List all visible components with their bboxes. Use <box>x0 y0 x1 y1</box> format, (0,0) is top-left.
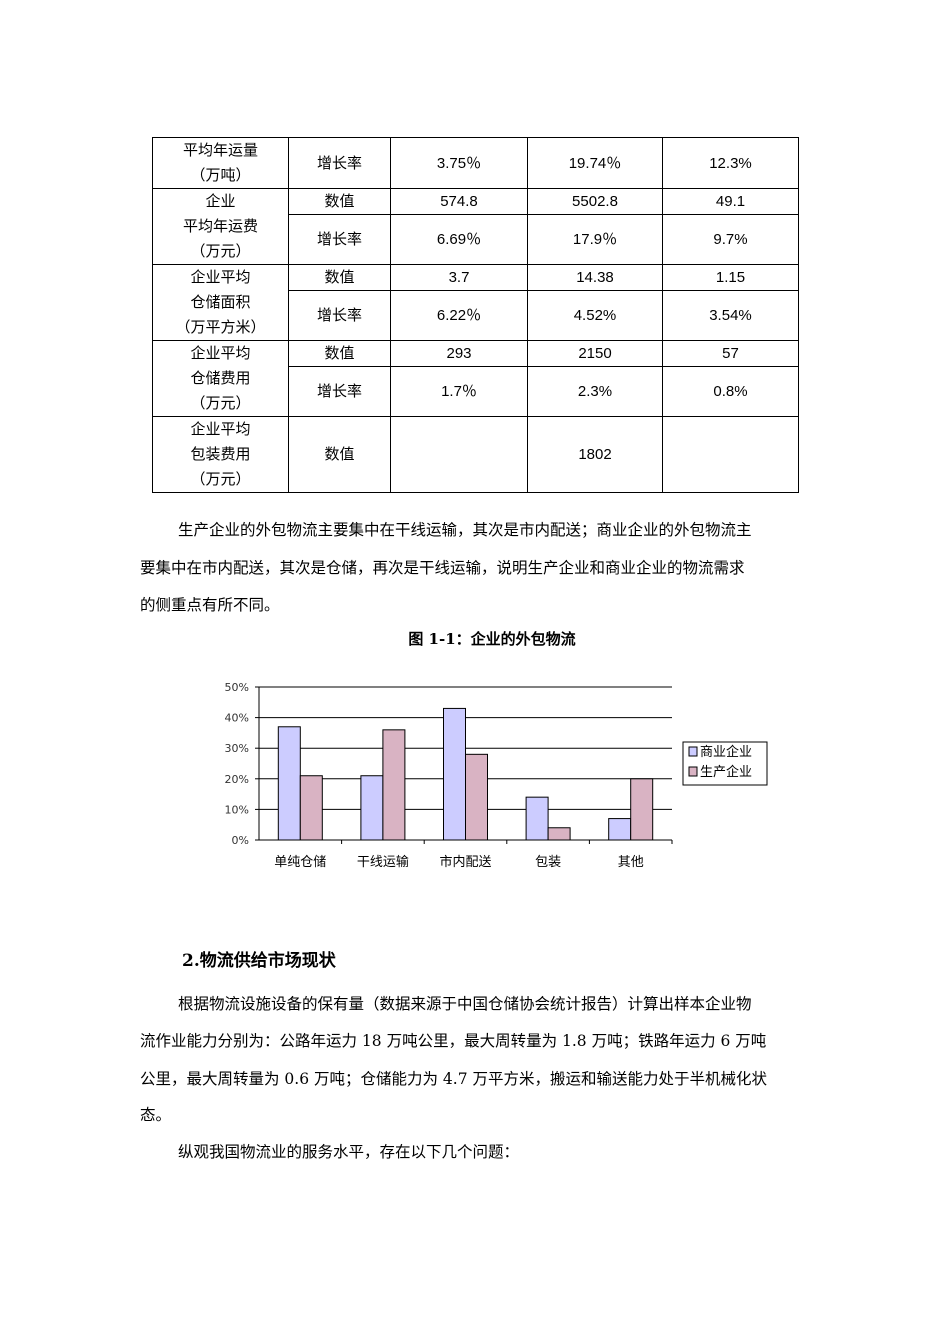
y-tick-label: 0% <box>232 834 249 847</box>
figure-caption: 图 1-1：企业的外包物流 <box>408 630 576 648</box>
value-cell: 574.8 <box>390 187 528 216</box>
y-tick-label: 40% <box>225 712 249 725</box>
legend-swatch <box>688 746 698 757</box>
logistics-data-table: 平均年运量 （万吨） 增长率 3.75％ 19.74％ 12.3% 企业 平均年运费 （万元）数… <box>152 137 799 493</box>
paragraph-line: 的侧重点有所不同。 <box>140 596 280 614</box>
bar-commercial <box>277 726 301 841</box>
row-label-line: 仓储费用 <box>190 369 251 387</box>
value-cell: 293 <box>390 339 528 368</box>
bar-production <box>547 827 571 841</box>
value-cell: 19.74％ <box>527 137 663 189</box>
metric-cell: 增长率 <box>288 214 391 265</box>
row-label-line: （万元） <box>190 470 251 488</box>
bar-production <box>465 753 488 841</box>
value-cell: 1802 <box>527 416 663 493</box>
table-row: 平均年运量 （万吨） 增长率 3.75％ 19.74％ 12.3% <box>152 137 799 189</box>
x-tick-label: 干线运输 <box>357 854 409 870</box>
row-label: 企业平均包装费用 （万元） <box>152 416 289 493</box>
metric-cell: 数值 <box>288 187 391 216</box>
value-cell: 57 <box>662 339 799 368</box>
value-cell: 3.7 <box>390 263 528 292</box>
value-cell <box>390 416 528 493</box>
x-tick-label: 市内配送 <box>439 854 491 870</box>
table-row: 企业平均仓储面积 （万平方米） 数值 3.7 14.38 1.15 <box>152 263 799 341</box>
value-cell: 5502.8 <box>527 187 663 216</box>
legend-label: 商业企业 <box>700 744 752 760</box>
paragraph-line: 根据物流设施设备的保有量（数据来源于中国仓储协会统计报告）计算出样本企业物 <box>178 995 752 1013</box>
value-cell: 2150 <box>527 339 663 368</box>
paragraph-line: 流作业能力分别为：公路年运力 18 万吨公里，最大周转量为 1.8 万吨；铁路年… <box>140 1032 767 1050</box>
value-cell: 14.38 <box>527 263 663 292</box>
row-label: 平均年运量 （万吨） <box>152 137 289 189</box>
value-cell: 3.75％ <box>390 137 528 189</box>
paragraph-line: 生产企业的外包物流主要集中在干线运输，其次是市内配送；商业企业的外包物流主 <box>178 521 752 539</box>
paragraph-line: 要集中在市内配送，其次是仓储，再次是干线运输，说明生产企业和商业企业的物流需求 <box>140 559 745 577</box>
value-cell: 3.54% <box>662 290 799 341</box>
paragraph-line: 公里，最大周转量为 0.6 万吨；仓储能力为 4.7 万平方米，搬运和输送能力处… <box>140 1070 768 1088</box>
row-label-line: 企业平均 <box>190 268 251 286</box>
legend-swatch <box>688 766 698 777</box>
value-cell: 1.15 <box>662 263 799 292</box>
metric-cell: 增长率 <box>288 366 391 417</box>
row-label-line: 平均年运量 <box>182 141 258 159</box>
paragraph-line: 纵观我国物流业的服务水平，存在以下几个问题： <box>178 1143 520 1161</box>
row-label-line: （万元） <box>190 394 251 412</box>
row-label-line: 平均年运费 <box>182 217 258 235</box>
value-cell: 6.69％ <box>390 214 528 265</box>
bar-commercial <box>443 707 466 841</box>
table-row: 增长率 6.69％ 17.9％ 9.7% <box>153 214 799 265</box>
bar-commercial <box>608 818 632 841</box>
y-tick-label: 10% <box>225 803 249 816</box>
table-row: 企业平均年运费 （万元） 数值 574.8 5502.8 49.1 <box>152 187 799 265</box>
x-tick-label: 其他 <box>618 855 644 870</box>
legend-label: 生产企业 <box>700 764 752 780</box>
table-row: 企业平均仓储费用 （万元） 数值 293 2150 57 <box>152 339 799 417</box>
row-label-line: 仓储面积 <box>190 293 251 311</box>
bar-production <box>382 729 406 841</box>
bar-production <box>299 775 323 841</box>
section-heading: 2.物流供给市场现状 <box>182 951 336 971</box>
row-label-line: 企业平均 <box>190 344 251 362</box>
value-cell: 49.1 <box>662 187 799 216</box>
metric-cell: 数值 <box>288 263 391 292</box>
row-label-line: 企业平均 <box>190 420 251 438</box>
value-cell: 12.3% <box>662 137 799 189</box>
value-cell: 17.9％ <box>527 214 663 265</box>
y-tick-label: 30% <box>225 742 249 755</box>
row-label-line: （万平方米） <box>175 318 266 336</box>
row-label: 企业平均年运费 （万元） <box>152 188 289 265</box>
value-cell: 0.8% <box>662 366 799 417</box>
metric-cell: 数值 <box>288 339 391 368</box>
row-label-line: （万元） <box>190 242 251 260</box>
x-tick-label: 单纯仓储 <box>274 855 326 870</box>
value-cell <box>662 416 799 493</box>
row-label-line: （万吨） <box>190 166 251 184</box>
bar-production <box>630 778 654 841</box>
paragraph-line: 态。 <box>140 1106 172 1124</box>
table-row: 企业平均 包装费用 （万元） 数值 1802 <box>152 416 799 493</box>
value-cell: 9.7% <box>662 214 799 265</box>
value-cell: 4.52% <box>527 290 663 341</box>
y-tick-label: 20% <box>225 773 249 786</box>
y-tick-label: 50% <box>225 681 249 694</box>
row-label-line: 包装费用 <box>190 445 251 463</box>
row-label: 企业平均仓储面积 （万平方米） <box>152 264 289 341</box>
outsourcing-bar-chart: 0% 10% 20% 30% 40% 50% 单纯仓储 干线运输 市内配送 包装 其他 商业企业生产企… <box>225 681 768 870</box>
bar-commercial <box>525 796 549 841</box>
x-tick-label: 包装 <box>535 855 561 870</box>
metric-cell: 增长率 <box>288 137 391 189</box>
bar-commercial <box>360 775 384 841</box>
row-label-line: 企业 <box>205 192 236 210</box>
